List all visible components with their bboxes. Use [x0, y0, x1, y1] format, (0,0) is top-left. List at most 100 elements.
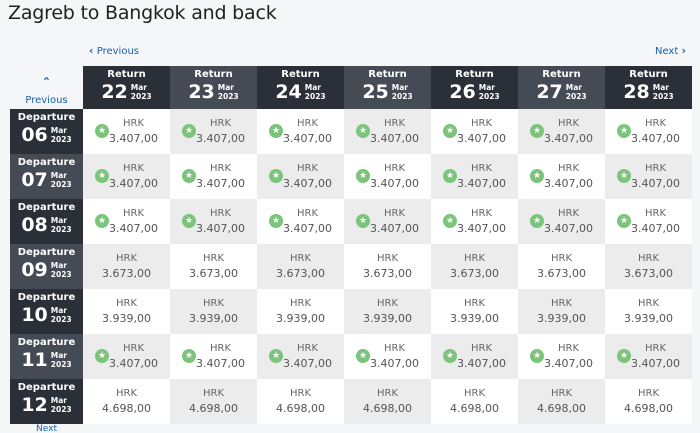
star-icon: ★ [617, 169, 631, 183]
price-cell[interactable]: ★ HRK 3.407,00 [257, 154, 344, 199]
date-day: 10 [21, 304, 48, 326]
price-cell[interactable]: ★ HRK 3.407,00 [518, 154, 605, 199]
price-currency: HRK [202, 253, 225, 264]
price-cell[interactable]: ★ HRK 3.407,00 [605, 109, 692, 154]
price-cell[interactable]: ★ HRK 3.407,00 [605, 199, 692, 244]
departure-date-header[interactable]: Departure 07 Mar 2023 [10, 154, 83, 199]
price-cell[interactable]: HRK 3.939,00 [344, 289, 431, 334]
price-cell[interactable]: HRK 4.698,00 [83, 379, 170, 424]
price-cell[interactable]: HRK 4.698,00 [518, 379, 605, 424]
price-cell[interactable]: ★ HRK 3.407,00 [257, 109, 344, 154]
price-cell[interactable]: HRK 3.673,00 [605, 244, 692, 289]
price-cell[interactable]: ★ HRK 3.407,00 [83, 334, 170, 379]
departure-row: Departure 09 Mar 2023 HRK 3.673,00 HRK 3.673,00… [10, 244, 692, 289]
price-cell[interactable]: HRK 3.939,00 [257, 289, 344, 334]
price-cell[interactable]: ★ HRK 3.407,00 [83, 109, 170, 154]
return-date-header[interactable]: Return 24 Mar 2023 [257, 66, 344, 109]
price-cell[interactable]: ★ HRK 3.407,00 [431, 199, 518, 244]
departure-date-header[interactable]: Departure 10 Mar 2023 [10, 289, 83, 334]
price-cell[interactable]: HRK 3.673,00 [170, 244, 257, 289]
return-date-header[interactable]: Return 25 Mar 2023 [344, 66, 431, 109]
next-week-link[interactable]: Next › [655, 44, 686, 57]
price-currency: HRK [644, 208, 667, 219]
departure-date-header[interactable]: Departure 08 Mar 2023 [10, 199, 83, 244]
price-cell[interactable]: ★ HRK 3.407,00 [431, 109, 518, 154]
price-currency: HRK [209, 118, 232, 129]
previous-week-link[interactable]: ‹ Previous [89, 44, 139, 57]
return-date-header[interactable]: Return 22 Mar 2023 [83, 66, 170, 109]
price-cell[interactable]: ★ HRK 3.407,00 [170, 199, 257, 244]
price-cell[interactable]: ★ HRK 3.407,00 [605, 154, 692, 199]
price-currency: HRK [383, 163, 406, 174]
price-currency: HRK [470, 343, 493, 354]
price-cell[interactable]: ★ HRK 3.407,00 [170, 154, 257, 199]
return-date-header[interactable]: Return 26 Mar 2023 [431, 66, 518, 109]
price-cell[interactable]: HRK 3.939,00 [83, 289, 170, 334]
price-currency: HRK [463, 253, 486, 264]
price-amount: 3.407,00 [283, 357, 332, 370]
price-cell[interactable]: HRK 3.673,00 [518, 244, 605, 289]
price-amount: 3.407,00 [457, 357, 506, 370]
previous-departures-link[interactable]: ˆ Previous [10, 78, 83, 106]
price-cell[interactable]: ★ HRK 3.407,00 [170, 334, 257, 379]
price-cell[interactable]: HRK 4.698,00 [344, 379, 431, 424]
next-departures-link[interactable]: Next [10, 424, 83, 433]
return-date-header[interactable]: Return 23 Mar 2023 [170, 66, 257, 109]
departure-date-header[interactable]: Departure 09 Mar 2023 [10, 244, 83, 289]
price-cell[interactable]: HRK 3.939,00 [431, 289, 518, 334]
price-cell[interactable]: ★ HRK 3.407,00 [170, 109, 257, 154]
departure-date-header[interactable]: Departure 12 Mar 2023 [10, 379, 83, 424]
date-month-year: Mar 2023 [131, 83, 152, 101]
date-year: 2023 [50, 180, 72, 189]
price-cell[interactable]: HRK 3.673,00 [431, 244, 518, 289]
date-display: 12 Mar 2023 [21, 394, 71, 416]
date-day: 12 [21, 394, 48, 416]
date-month: Mar [50, 261, 68, 270]
return-date-header[interactable]: Return 28 Mar 2023 [605, 66, 692, 109]
price-cell[interactable]: ★ HRK 3.407,00 [344, 154, 431, 199]
price-cell[interactable]: HRK 4.698,00 [431, 379, 518, 424]
star-icon: ★ [182, 349, 196, 363]
price-amount: 3.407,00 [196, 357, 245, 370]
price-cell[interactable]: ★ HRK 3.407,00 [257, 334, 344, 379]
departure-label: Departure [17, 382, 76, 393]
price-currency: HRK [122, 208, 145, 219]
price-currency: HRK [376, 253, 399, 264]
price-cell[interactable]: ★ HRK 3.407,00 [83, 154, 170, 199]
price-currency: HRK [383, 343, 406, 354]
price-cell[interactable]: HRK 4.698,00 [170, 379, 257, 424]
date-display: 27 Mar 2023 [536, 81, 586, 103]
price-cell[interactable]: HRK 3.673,00 [344, 244, 431, 289]
price-cell[interactable]: ★ HRK 3.407,00 [518, 199, 605, 244]
price-amount: 3.407,00 [544, 222, 593, 235]
date-month-year: Mar 2023 [51, 126, 72, 144]
price-cell[interactable]: HRK 3.939,00 [518, 289, 605, 334]
price-cell[interactable]: ★ HRK 3.407,00 [344, 334, 431, 379]
price-cell[interactable]: HRK 4.698,00 [605, 379, 692, 424]
price-cell[interactable]: ★ HRK 3.407,00 [83, 199, 170, 244]
price-cell[interactable]: ★ HRK 3.407,00 [344, 199, 431, 244]
return-label: Return [107, 69, 146, 80]
date-day: 28 [623, 81, 650, 103]
price-cell[interactable]: ★ HRK 3.407,00 [431, 154, 518, 199]
price-cell[interactable]: HRK 3.673,00 [257, 244, 344, 289]
date-year: 2023 [304, 92, 326, 101]
price-cell[interactable]: ★ HRK 3.407,00 [431, 334, 518, 379]
header-corner [10, 66, 83, 109]
departure-date-header[interactable]: Departure 11 Mar 2023 [10, 334, 83, 379]
price-cell[interactable]: ★ HRK 3.407,00 [518, 109, 605, 154]
price-cell[interactable]: HRK 3.673,00 [83, 244, 170, 289]
star-icon: ★ [269, 124, 283, 138]
price-cell[interactable]: ★ HRK 3.407,00 [344, 109, 431, 154]
price-cell[interactable]: HRK 3.939,00 [605, 289, 692, 334]
price-cell[interactable]: HRK 4.698,00 [257, 379, 344, 424]
price-cell[interactable]: ★ HRK 3.407,00 [605, 334, 692, 379]
price-cell[interactable]: HRK 3.939,00 [170, 289, 257, 334]
date-year: 2023 [652, 92, 674, 101]
departure-date-header[interactable]: Departure 06 Mar 2023 [10, 109, 83, 154]
price-currency: HRK [644, 343, 667, 354]
price-cell[interactable]: ★ HRK 3.407,00 [257, 199, 344, 244]
price-amount: 3.673,00 [276, 267, 325, 280]
return-date-header[interactable]: Return 27 Mar 2023 [518, 66, 605, 109]
price-cell[interactable]: ★ HRK 3.407,00 [518, 334, 605, 379]
